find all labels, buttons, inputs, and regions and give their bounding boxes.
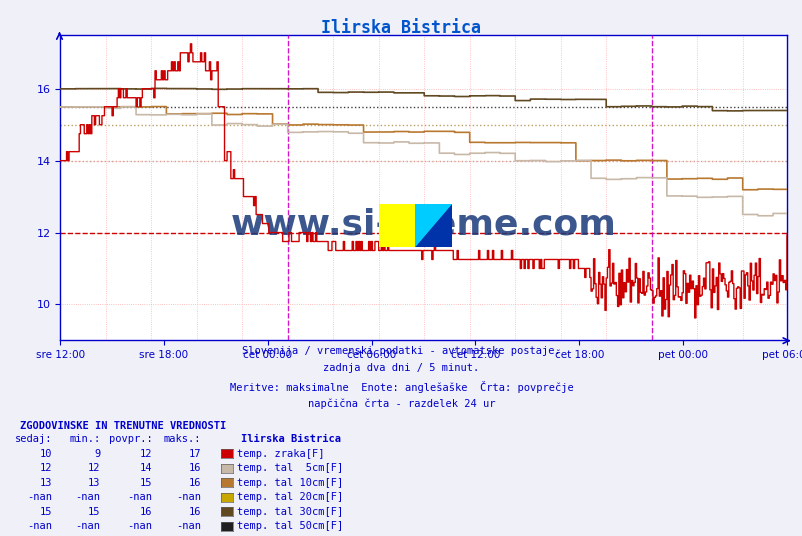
Text: 16: 16 — [188, 478, 200, 488]
Text: 15: 15 — [87, 507, 100, 517]
Text: -nan: -nan — [75, 521, 100, 531]
Bar — [379, 204, 415, 247]
Text: 14: 14 — [140, 463, 152, 473]
Text: -nan: -nan — [27, 521, 52, 531]
Text: ZGODOVINSKE IN TRENUTNE VREDNOSTI: ZGODOVINSKE IN TRENUTNE VREDNOSTI — [20, 421, 226, 431]
Text: temp. tal  5cm[F]: temp. tal 5cm[F] — [237, 463, 342, 473]
Text: sedaj:: sedaj: — [14, 434, 52, 444]
Text: Meritve: maksimalne  Enote: anglešaške  Črta: povprečje: Meritve: maksimalne Enote: anglešaške Čr… — [229, 381, 573, 393]
Text: povpr.:: povpr.: — [109, 434, 152, 444]
Text: -nan: -nan — [128, 492, 152, 502]
Text: temp. zraka[F]: temp. zraka[F] — [237, 449, 324, 459]
Text: 16: 16 — [188, 507, 200, 517]
Text: 16: 16 — [140, 507, 152, 517]
Text: temp. tal 50cm[F]: temp. tal 50cm[F] — [237, 521, 342, 531]
Text: 13: 13 — [39, 478, 52, 488]
Text: zadnja dva dni / 5 minut.: zadnja dva dni / 5 minut. — [323, 363, 479, 374]
Text: 16: 16 — [188, 463, 200, 473]
Text: temp. tal 30cm[F]: temp. tal 30cm[F] — [237, 507, 342, 517]
Text: -nan: -nan — [176, 492, 200, 502]
Text: Ilirska Bistrica: Ilirska Bistrica — [321, 19, 481, 37]
Text: 12: 12 — [87, 463, 100, 473]
Text: 12: 12 — [39, 463, 52, 473]
Text: temp. tal 10cm[F]: temp. tal 10cm[F] — [237, 478, 342, 488]
Text: 10: 10 — [39, 449, 52, 459]
Text: 15: 15 — [39, 507, 52, 517]
Text: 17: 17 — [188, 449, 200, 459]
Text: -nan: -nan — [176, 521, 200, 531]
Text: 13: 13 — [87, 478, 100, 488]
Text: -nan: -nan — [128, 521, 152, 531]
Text: 9: 9 — [94, 449, 100, 459]
Text: napčična črta - razdelek 24 ur: napčična črta - razdelek 24 ur — [307, 399, 495, 410]
Bar — [415, 204, 452, 247]
Text: -nan: -nan — [27, 492, 52, 502]
Polygon shape — [415, 204, 452, 247]
Text: 15: 15 — [140, 478, 152, 488]
Polygon shape — [415, 204, 452, 247]
Text: -nan: -nan — [75, 492, 100, 502]
Text: Slovenija / vremenski podatki - avtomatske postaje.: Slovenija / vremenski podatki - avtomats… — [242, 346, 560, 356]
Text: 12: 12 — [140, 449, 152, 459]
Text: Ilirska Bistrica: Ilirska Bistrica — [241, 434, 341, 444]
Text: www.si-vreme.com: www.si-vreme.com — [230, 207, 616, 241]
Text: min.:: min.: — [69, 434, 100, 444]
Text: temp. tal 20cm[F]: temp. tal 20cm[F] — [237, 492, 342, 502]
Text: maks.:: maks.: — [163, 434, 200, 444]
